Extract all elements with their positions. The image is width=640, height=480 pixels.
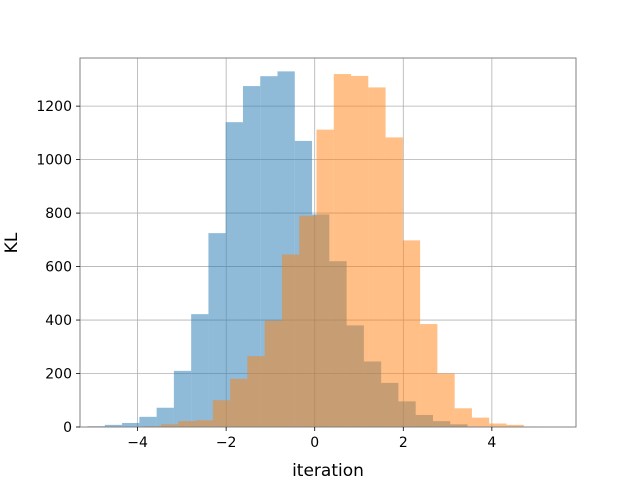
x-tick-label: 4 xyxy=(487,435,496,451)
histogram-bar xyxy=(368,87,386,428)
histogram-bar xyxy=(247,356,265,427)
histogram-bar xyxy=(212,400,231,427)
histogram-bar xyxy=(385,137,403,427)
histogram-bar xyxy=(225,122,243,427)
histogram-bar xyxy=(161,424,179,427)
histogram-series-2 xyxy=(143,74,542,428)
plot-frame xyxy=(79,57,577,428)
histogram-bar xyxy=(420,324,438,427)
x-axis-label: iteration xyxy=(292,461,364,480)
y-tick-label: 1000 xyxy=(36,153,72,169)
histogram-bar xyxy=(208,233,226,427)
histogram-bar xyxy=(104,424,123,427)
histogram-bar xyxy=(333,74,352,427)
histogram-bar xyxy=(402,240,421,427)
histogram-bar xyxy=(191,314,209,427)
histogram-bar xyxy=(454,408,472,427)
histogram-bar xyxy=(489,423,507,427)
y-tick-label: 1200 xyxy=(36,99,72,115)
histogram-bar xyxy=(178,421,196,427)
y-tick-label: 600 xyxy=(45,260,72,276)
histogram-bar xyxy=(139,416,157,427)
histogram-bar xyxy=(471,417,490,427)
histogram-bar xyxy=(299,215,317,427)
x-tick-label: 0 xyxy=(310,435,319,451)
y-tick-label: 400 xyxy=(45,313,72,329)
x-tick-label: −2 xyxy=(216,435,237,451)
histogram-bar xyxy=(156,407,174,427)
histogram-bar xyxy=(122,422,140,427)
histogram-bar xyxy=(264,320,282,427)
y-tick-label: 200 xyxy=(45,367,72,383)
histogram-bar xyxy=(351,75,369,427)
histogram-bar xyxy=(173,370,192,427)
histogram-bars xyxy=(87,71,542,428)
y-tick-label: 800 xyxy=(45,206,72,222)
histogram-bar xyxy=(437,373,455,427)
axis-ticks: −4 −2 0 2 4 0 200 400 600 800 1000 1200 xyxy=(36,99,496,451)
x-tick-label: −4 xyxy=(127,435,148,451)
histogram-bar xyxy=(230,378,248,427)
y-axis-label: KL xyxy=(2,232,22,253)
histogram-bar xyxy=(242,86,261,428)
histogram-bar xyxy=(316,129,334,427)
y-tick-label: 0 xyxy=(63,420,72,436)
histogram-bar xyxy=(506,424,524,427)
histogram-bar xyxy=(195,420,213,427)
histogram-bar xyxy=(281,254,300,427)
x-tick-label: 2 xyxy=(399,435,408,451)
